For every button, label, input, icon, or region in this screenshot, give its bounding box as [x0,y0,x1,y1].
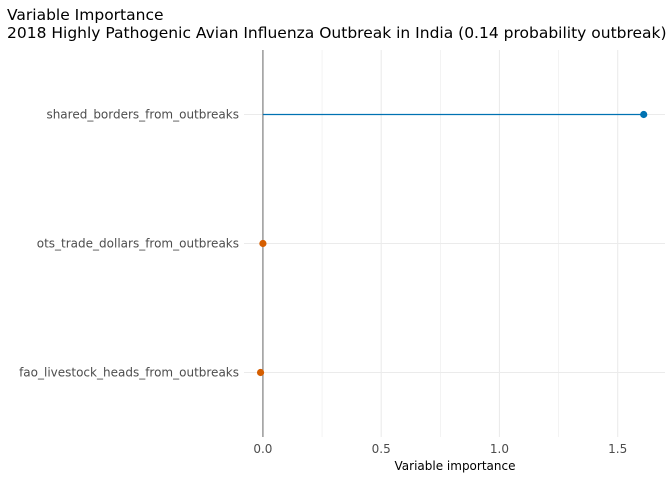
x-tick-labels: 0.0 0.5 1.0 1.5 [253,442,627,456]
x-tick-label: 1.0 [490,442,509,456]
y-tick-label: ots_trade_dollars_from_outbreaks [37,237,239,251]
lollipop-point [640,110,648,119]
chart-subtitle: 2018 Highly Pathogenic Avian Influenza O… [7,24,667,42]
y-tick-label: fao_livestock_heads_from_outbreaks [19,366,239,380]
lollipop-points [256,110,648,377]
y-tick-label: shared_borders_from_outbreaks [46,108,239,122]
y-tick-labels: shared_borders_from_outbreaks ots_trade_d… [19,108,239,380]
x-tick-label: 1.5 [608,442,627,456]
x-axis-title: Variable importance [395,459,516,473]
x-tick-label: 0.5 [372,442,391,456]
x-tick-label: 0.0 [253,442,272,456]
major-gridlines [244,50,665,437]
chart-title: Variable Importance [7,6,164,24]
lollipop-point [256,368,265,377]
lollipop-point [259,239,267,248]
